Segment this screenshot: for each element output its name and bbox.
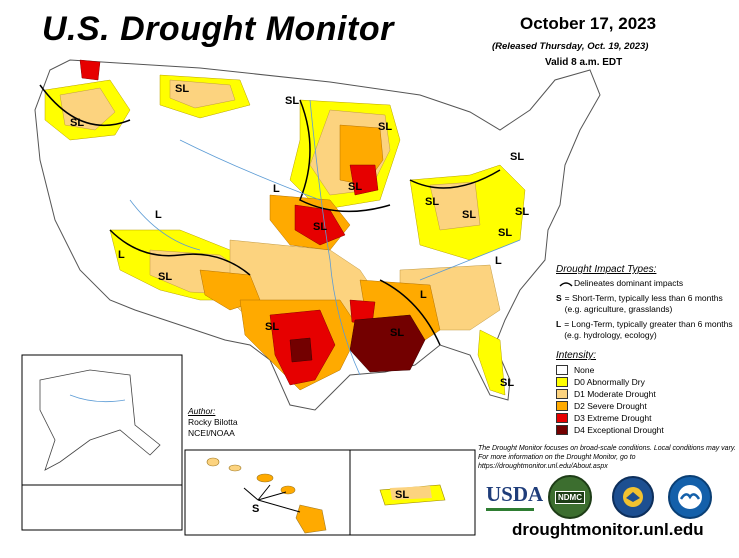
impact-l-key: L (556, 319, 562, 329)
label-sl-louisiana: SL (390, 327, 404, 339)
usda-logo[interactable]: USDA (486, 482, 543, 511)
label-sl-arizona: SL (158, 271, 172, 283)
legend-item-none: None (556, 364, 664, 376)
label-l-utah: L (155, 209, 162, 221)
impact-types-legend: Drought Impact Types: Delineates dominan… (556, 264, 736, 345)
label-l-alabama: L (420, 289, 427, 301)
legend-item-d3: D3 Extreme Drought (556, 412, 664, 424)
legend-item-d4: D4 Exceptional Drought (556, 424, 664, 436)
impact-s-text: = Short-Term, typically less than 6 mont… (564, 293, 723, 314)
label-l-nevada: L (118, 249, 125, 261)
legend-item-d0: D0 Abnormally Dry (556, 376, 664, 388)
valid-time: Valid 8 a.m. EDT (545, 57, 623, 68)
label-sl-iowa: SL (348, 181, 362, 193)
author-heading: Author: (188, 406, 216, 416)
impact-lines (39, 84, 501, 346)
label-sl-florida: SL (500, 377, 514, 389)
gull-icon (680, 493, 700, 500)
swatch-d4 (556, 425, 568, 435)
label-sl-northdakota: SL (285, 95, 299, 107)
label-sl-ohio: SL (462, 209, 476, 221)
swatch-d3 (556, 413, 568, 423)
author-org: NCEI/NOAA (188, 428, 235, 438)
label-s-hawaii: S (252, 503, 259, 515)
page-title: U.S. Drought Monitor (42, 10, 394, 48)
site-url-link[interactable]: droughtmonitor.unl.edu (512, 520, 704, 539)
swatch-none (556, 365, 568, 375)
label-sl-newyork: SL (510, 151, 524, 163)
impact-types-heading: Drought Impact Types: (556, 264, 657, 275)
legend-item-d1: D1 Moderate Drought (556, 388, 664, 400)
label-sl-minnesota: SL (378, 121, 392, 133)
ndmc-logo[interactable]: NDMC (548, 475, 592, 519)
swatch-d2 (556, 401, 568, 411)
swatch-d1 (556, 389, 568, 399)
author-name: Rocky Bilotta (188, 417, 238, 427)
label-sl-maryland: SL (515, 206, 529, 218)
doc-logo[interactable] (612, 476, 654, 518)
map-date: October 17, 2023 (520, 14, 657, 33)
noaa-logo[interactable] (668, 475, 712, 519)
label-sl-montana: SL (175, 83, 189, 95)
label-sl-puertorico: SL (395, 489, 409, 501)
disclaimer-note: The Drought Monitor focuses on broad-sca… (478, 445, 736, 470)
rivers (129, 99, 521, 376)
eagle-icon (623, 487, 643, 507)
release-date: (Released Thursday, Oct. 19, 2023) (492, 41, 649, 52)
impact-line-legend-icon (559, 282, 573, 287)
label-sl-texas: SL (265, 321, 279, 333)
intensity-heading: Intensity: (556, 350, 597, 361)
swatch-d0 (556, 377, 568, 387)
label-sl-oregon: SL (70, 117, 84, 129)
label-l-nebraska: L (273, 183, 280, 195)
label-sl-kansas: SL (313, 221, 327, 233)
label-sl-indiana: SL (425, 196, 439, 208)
impact-l-text: = Long-Term, typically greater than 6 mo… (564, 319, 733, 340)
map-impact-labels: SL SL SL SL SL L SL L L SL SL L SL SL SL… (70, 83, 529, 389)
alaska-aleutian-inset (21, 484, 183, 531)
impact-s-key: S (556, 293, 562, 303)
impact-delineates-text: Delineates dominant impacts (574, 278, 684, 288)
d4-areas (289, 314, 426, 373)
hawaii-islands (206, 457, 327, 534)
label-l-carolina: L (495, 255, 502, 267)
author-block: Author: Rocky Bilotta NCEI/NOAA (188, 406, 238, 439)
legend-item-d2: D2 Severe Drought (556, 400, 664, 412)
label-sl-virginia: SL (498, 227, 512, 239)
intensity-legend: Intensity: None D0 Abnormally Dry D1 Mod… (556, 350, 664, 436)
